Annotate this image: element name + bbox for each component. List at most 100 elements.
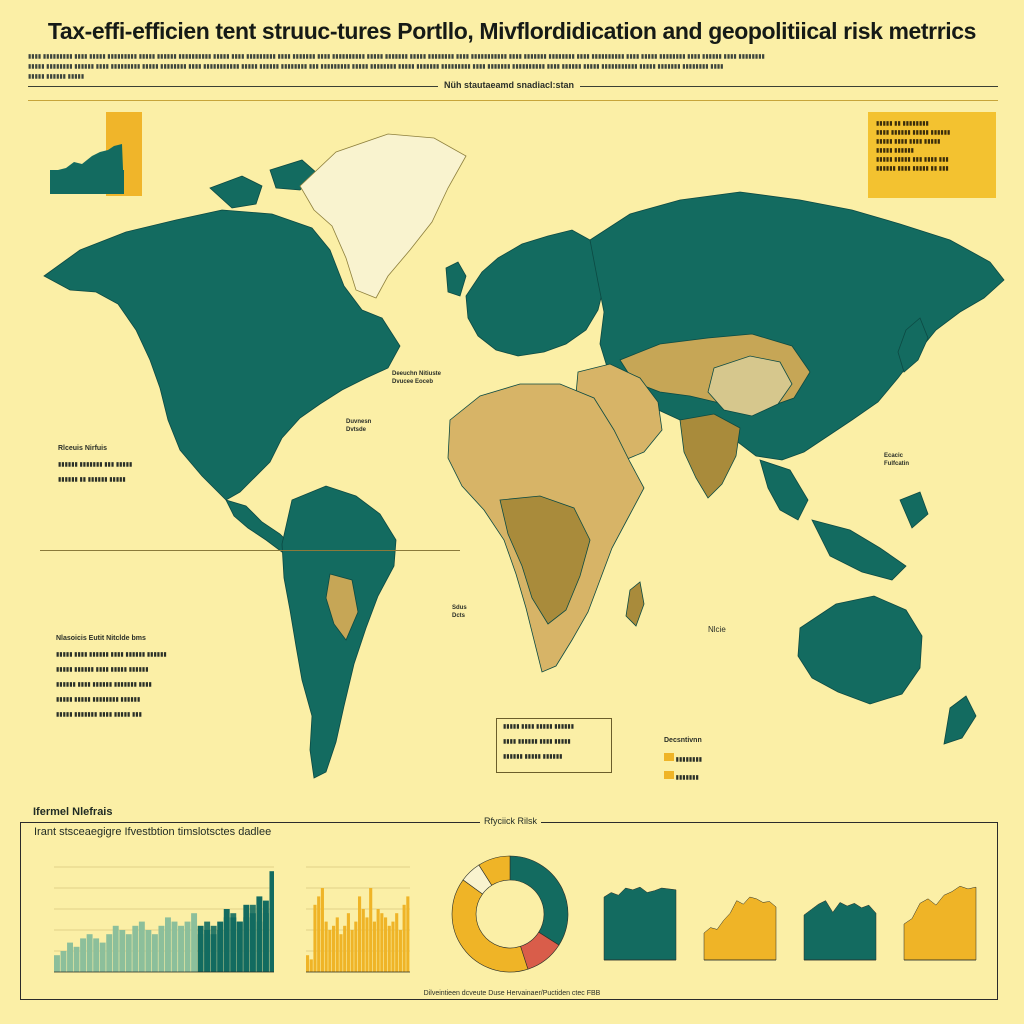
label-ocean: Nlcie [708,625,726,634]
bar [309,959,313,972]
bar [339,934,343,972]
bottom-title: Irant stsceaegigre Ifvestbtion timslotsc… [34,826,272,838]
map-north-america [43,209,401,501]
bar-overlay [210,925,217,972]
bar-overlay [262,913,269,972]
area-panel [803,900,877,961]
area-panel [703,896,777,961]
page-title: Tax-effi-efficien tent struuc-tures Port… [47,18,977,44]
bar [350,930,354,972]
bar [54,955,60,972]
map-south-america [281,485,397,779]
bar [165,917,171,972]
label-asia-note: Ecacic Fulfcatin [884,453,909,467]
bar [112,925,119,972]
bar-overlay [217,930,224,972]
map-india [679,413,741,499]
bar [384,917,388,972]
bar [402,904,406,972]
left-notes-head: Rlceuis Nirfuis [58,445,108,452]
intro-text: ▮▮▮▮ ▮▮▮▮▮▮▮▮▮ ▮▮▮▮ ▮▮▮▮▮ ▮▮▮▮▮▮▮▮▮ ▮▮▮▮… [28,54,765,60]
bar [346,913,350,972]
bar [138,921,145,972]
bar [80,938,87,972]
bar [317,896,321,972]
intro-text-3: ▮▮▮▮▮ ▮▮▮▮▮▮ ▮▮▮▮▮ [28,74,85,80]
map-greenland [299,133,467,299]
bar [306,955,310,972]
right-legend: Decsntivnn ▮▮▮▮▮▮▮▮ ▮▮▮▮▮▮▮ [664,737,703,781]
bar-overlay [236,921,243,972]
label-africa: Sdus Dcts [452,605,467,619]
donut-slice [451,879,529,973]
bar [320,888,324,972]
bar [73,946,80,972]
bar [119,930,126,972]
bar [106,934,113,972]
bar [332,925,336,972]
bar [376,909,380,972]
map-japan [897,317,929,373]
donut-slice [478,855,511,886]
bar [398,930,402,972]
map-se-asia [759,459,929,581]
legend-swatch-gold-2 [664,771,674,779]
map-europe [465,229,605,357]
bar [395,913,399,972]
footer-text: Dilveintieen dcveute Duse Hervainaer/Puc… [423,990,601,997]
bar-overlay [243,917,250,972]
bar-chart-mid [306,866,410,973]
bar [372,921,376,972]
map-africa-dark [499,495,591,625]
bar [158,925,165,972]
bar [335,917,339,972]
bar [343,925,347,972]
map-australia [797,595,923,705]
bar [171,921,178,972]
bar [178,925,184,972]
bar-overlay [223,917,230,972]
bar-overlay [197,934,204,972]
bottom-head: Ifermel Nlefrais [33,806,113,818]
bar [151,934,158,972]
frame-top [28,100,998,101]
donut-chart [451,855,569,973]
bar-overlay [249,904,256,972]
bar [361,909,365,972]
bar-overlay [269,909,274,972]
area-panel [903,885,977,961]
area-panel [603,886,677,961]
label-eur-region: Deeuchn Nitiuste Dvucee Eoceb [392,371,442,385]
left-list-head: Nlasoicis Eutit Nitclde bms [56,635,146,642]
bar [328,930,332,972]
bar [369,888,373,972]
right-legend-head: Decsntivnn [664,737,702,744]
bar-overlay [230,913,237,972]
map-new-zealand [943,695,977,745]
bar [313,904,317,972]
bar [354,921,358,972]
map-uk [445,261,467,297]
left-list: Nlasoicis Eutit Nitclde bms ▮▮▮▮▮ ▮▮▮▮ ▮… [56,635,167,718]
bar-chart-left [54,866,274,973]
bar [132,925,139,972]
world-map [43,133,1005,779]
bar [358,896,362,972]
map-china [707,355,793,417]
bar [145,930,152,972]
bar [93,938,100,972]
bar [191,913,198,972]
bar [67,942,73,972]
bottom-mid-label: Rfyciick Rilsk [480,816,541,826]
bar [380,913,384,972]
bar [365,917,369,972]
bar [86,934,93,972]
bar [391,921,395,972]
bar-overlay [256,921,263,972]
top-right-note: ▮▮▮▮▮ ▮▮ ▮▮▮▮▮▮▮▮ ▮▮▮▮ ▮▮▮▮▮▮ ▮▮▮▮▮ ▮▮▮▮▮… [868,112,996,198]
inset-chart [50,112,142,196]
bar [125,934,132,972]
bar [324,921,328,972]
donut-slice [509,855,569,946]
legend-swatch-gold [664,753,674,761]
